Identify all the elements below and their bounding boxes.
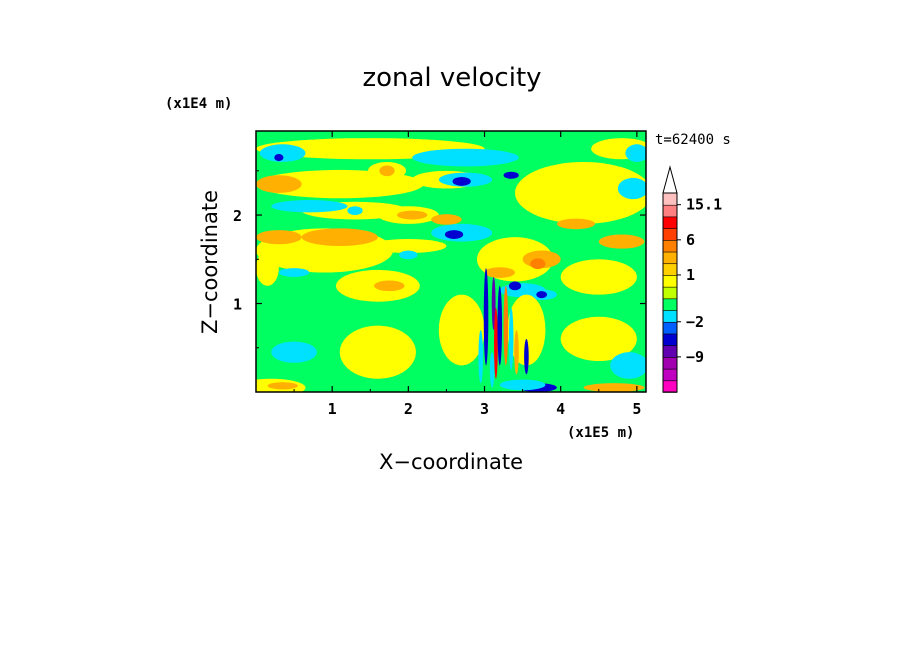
colorbar-overflow-triangle [662,165,678,194]
contour-region-60 [503,285,509,366]
contour-region-37 [508,281,522,291]
colorbar-tick-label: −2 [686,313,704,331]
contour-region-3 [274,154,284,162]
contour-region-41 [374,280,405,292]
colorbar-level [662,379,678,393]
contour-region-58 [494,307,498,379]
colorbar-level [662,227,678,241]
colorbar-level [662,262,678,276]
contour-region-18 [347,206,363,216]
colorbar-tick-label: 6 [686,231,695,249]
contour-region-64 [489,352,495,388]
colorbar-level [662,286,678,300]
contour-region-51 [610,352,646,379]
contour-region-43 [271,341,317,363]
contour-region-26 [301,228,378,247]
colorbar-level [662,204,678,218]
contour-region-55 [332,384,356,391]
contour-field [256,138,646,392]
colorbar-level [662,239,678,253]
contour-region-33 [530,258,546,270]
contour-region-30 [399,250,418,260]
contour-region-49 [499,379,546,391]
contour-region-62 [514,330,519,375]
x-tick-label: 4 [556,400,565,418]
contour-region-20 [396,210,428,220]
x-tick-label: 1 [328,400,337,418]
contour-region-9 [379,165,395,177]
colorbar-level [662,344,678,358]
contour-region-50 [560,316,637,362]
contour-region-53 [598,234,645,249]
colorbar [662,165,678,393]
colorbar-level [662,368,678,382]
contour-region-46 [438,294,485,366]
contour-region-39 [536,291,547,299]
contour-region-52 [583,383,645,392]
y-unit-label: (x1E4 m) [165,96,232,112]
colorbar-level [662,309,678,323]
colorbar-tick-label: 1 [686,266,695,284]
colorbar-tick-label: 15.1 [686,196,722,214]
colorbar-level [662,192,678,206]
contour-region-4 [412,148,519,167]
colorbar-level [662,251,678,265]
x-axis-label: X−coordinate [379,450,523,474]
contour-region-63 [478,330,483,384]
contour-region-29 [370,238,447,254]
y-tick-label: 2 [233,207,242,225]
colorbar-tick-label: −9 [686,348,704,366]
contour-region-34 [484,267,515,278]
colorbar-level [662,298,678,311]
x-tick-label: 3 [480,400,489,418]
contour-region-59 [497,285,503,366]
colorbar-level [662,321,678,335]
y-axis-label: Z−coordinate [198,190,222,334]
colorbar-level [662,216,678,229]
x-tick-label: 5 [632,400,641,418]
contour-region-27 [256,250,279,286]
contour-region-22 [444,230,464,239]
contour-region-12 [452,177,471,186]
colorbar-frame [662,192,678,393]
time-label: t=62400 s [655,132,731,148]
x-unit-label: (x1E5 m) [567,425,634,441]
contour-region-28 [278,268,310,277]
contour-region-17 [271,200,348,213]
contour-region-54 [556,218,595,230]
colorbar-level [662,333,678,346]
y-axis-ticks: 12 [233,170,646,349]
contour-region-15 [617,177,646,200]
contour-region-45 [267,382,298,390]
contour-region-61 [508,307,514,370]
contour-region-57 [491,276,496,331]
contour-region-5 [625,144,646,162]
contour-region-65 [524,338,529,375]
contour-region-23 [431,214,462,225]
plot-frame [255,130,647,393]
x-tick-label: 2 [404,400,413,418]
y-tick-label: 1 [233,296,242,314]
contour-region-7 [256,175,302,193]
contour-region-35 [560,259,637,295]
contour-region-13 [503,171,519,179]
colorbar-labels: 15.1 6 1 −2 −9 [677,196,722,366]
contour-region-14 [515,161,646,224]
contour-region-2 [259,144,306,162]
x-axis-ticks: 1 2 3 4 5 [293,131,641,418]
contour-region-56 [483,268,489,366]
colorbar-level [662,356,678,370]
contour-region-25 [256,230,302,245]
chart-title: zonal velocity [362,63,541,93]
contour-region-42 [339,325,416,379]
colorbar-level [662,274,678,288]
